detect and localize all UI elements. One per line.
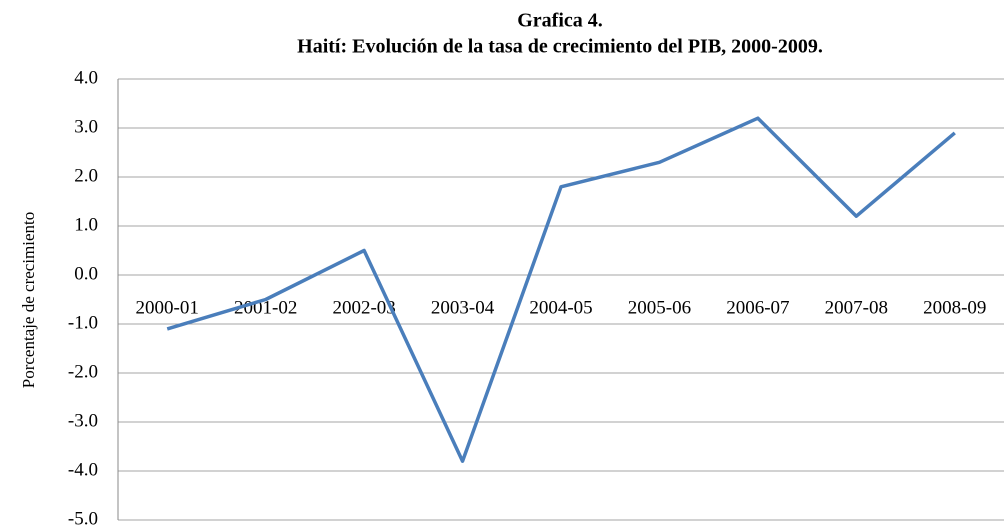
data-line: [166, 116, 956, 463]
chart-subtitle: Haití: Evolución de la tasa de crecimien…: [297, 36, 823, 58]
x-tick-label: 2000-01: [136, 297, 199, 318]
y-tick-label: -3.0: [68, 410, 98, 431]
y-tick-label: 4.0: [74, 67, 98, 88]
y-tick-label: 1.0: [74, 214, 98, 235]
x-tick-label: 2002-03: [332, 297, 395, 318]
y-tick-label: -1.0: [68, 312, 98, 333]
y-tick-label: 2.0: [74, 165, 98, 186]
y-tick-label: 3.0: [74, 116, 98, 137]
y-tick-label: -5.0: [68, 508, 98, 528]
x-tick-label: 2006-07: [726, 297, 789, 318]
x-tick-label: 2004-05: [529, 297, 592, 318]
y-axis-label: Porcentaje de crecimiento: [19, 212, 38, 389]
x-tick-label: 2005-06: [628, 297, 691, 318]
x-tick-label: 2008-09: [923, 297, 986, 318]
x-tick-label: 2007-08: [825, 297, 888, 318]
chart-title: Grafica 4.: [517, 10, 603, 32]
y-tick-label: 0.0: [74, 263, 98, 284]
x-tick-label: 2003-04: [431, 297, 495, 318]
y-tick-label: -4.0: [68, 459, 98, 480]
y-tick-label: -2.0: [68, 361, 98, 382]
